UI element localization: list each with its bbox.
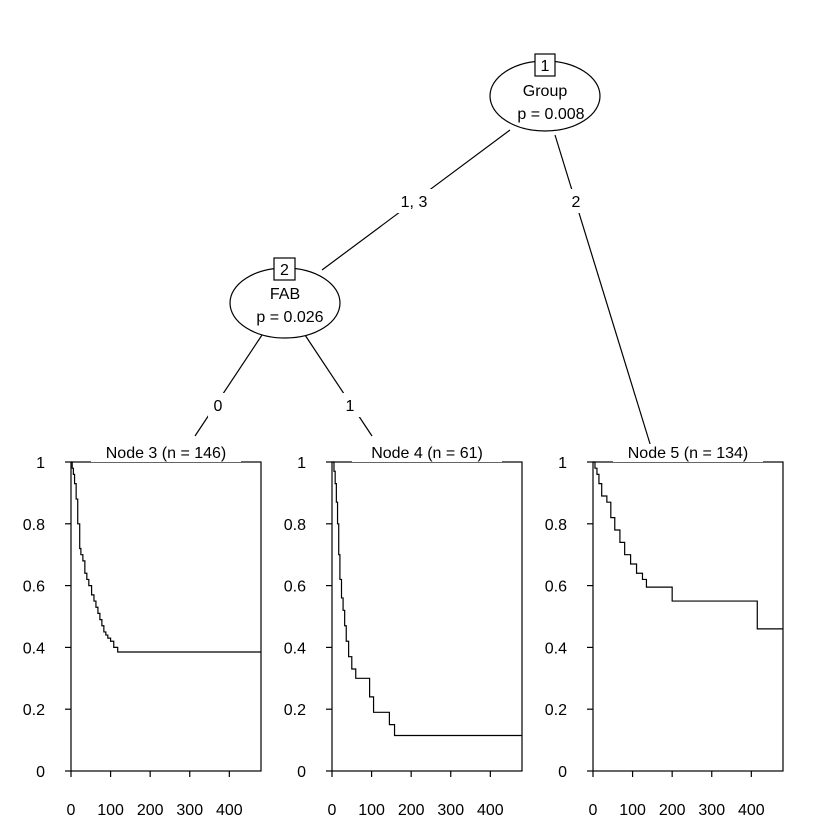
x-tick-label: 300 (176, 802, 203, 819)
x-tick-label: 300 (437, 802, 464, 819)
x-tick-label: 400 (477, 802, 504, 819)
y-tick-label: 1 (297, 455, 306, 472)
y-tick-label: 0.2 (284, 702, 306, 719)
panel-frame (331, 461, 523, 772)
panel-title-bg (91, 444, 241, 462)
panel-frame (592, 461, 784, 772)
y-tick-label: 0.6 (284, 579, 306, 596)
y-tick-label: 0.2 (23, 702, 45, 719)
x-tick-label: 0 (67, 802, 76, 819)
node-variable: Group (523, 83, 568, 100)
y-tick-label: 0.4 (23, 640, 45, 657)
x-tick-label: 0 (589, 802, 598, 819)
node-variable: FAB (270, 286, 300, 303)
node-pvalue: p = 0.008 (517, 106, 584, 123)
y-tick-label: 0.2 (545, 702, 567, 719)
node-pvalue: p = 0.026 (256, 309, 323, 326)
x-tick-label: 100 (97, 802, 124, 819)
y-tick-label: 0.8 (23, 517, 45, 534)
terminal-node-panels: Node 3 (n = 146)00.20.40.60.810 100 200 300… (23, 444, 784, 819)
terminal-node-3: Node 3 (n = 146) 0 0.2 0.4 0.6 0.8 1 0 100 200 300… (23, 444, 262, 819)
x-tick-label: 0 (328, 802, 337, 819)
survival-curve (71, 461, 261, 653)
terminal-node-4: Node 4 (n = 61) 0 0.2 0.4 0.6 0.8 1 0 100 200 300 4… (284, 444, 523, 819)
panel-title: Node 5 (n = 134) (628, 445, 749, 462)
panel-title-bg (613, 444, 763, 462)
x-tick-label: 400 (738, 802, 765, 819)
node-id: 2 (280, 262, 289, 279)
edge-1-5 (554, 134, 656, 461)
y-tick-label: 1 (558, 455, 567, 472)
y-tick-label: 0 (36, 764, 45, 781)
y-tick-label: 0.6 (23, 579, 45, 596)
tree-node-2: 2 FAB p = 0.026 (229, 257, 341, 339)
survival-curve (332, 461, 522, 737)
edge-label-1-5: 2 (572, 194, 581, 211)
panel-title: Node 4 (n = 61) (371, 445, 483, 462)
y-tick-label: 0 (297, 764, 306, 781)
edge-labels: 1, 3 2 0 1 (208, 189, 586, 417)
tree-node-1: 1 Group p = 0.008 (489, 53, 601, 132)
x-tick-label: 400 (216, 802, 243, 819)
y-tick-label: 0.8 (284, 517, 306, 534)
y-tick-label: 0.6 (545, 579, 567, 596)
panel-title: Node 3 (n = 146) (106, 445, 227, 462)
x-tick-label: 100 (358, 802, 385, 819)
edge-label-1-2: 1, 3 (401, 194, 428, 211)
panel-title-bg (352, 444, 502, 462)
terminal-node-5: Node 5 (n = 134) 0 0.2 0.4 0.6 0.8 1 0 100 200 300… (545, 444, 784, 819)
y-tick-label: 0.8 (545, 517, 567, 534)
x-tick-label: 300 (698, 802, 725, 819)
edge-label-2-3: 0 (214, 398, 223, 415)
y-tick-label: 0.4 (545, 640, 567, 657)
edge-2-4 (304, 334, 373, 437)
node-id-box (273, 257, 296, 281)
x-tick-label: 200 (137, 802, 164, 819)
node-id: 1 (541, 58, 550, 75)
y-tick-label: 1 (36, 455, 45, 472)
x-tick-label: 200 (659, 802, 686, 819)
node-id-box (534, 53, 556, 77)
y-tick-label: 0.4 (284, 640, 306, 657)
y-tick-label: 0 (558, 764, 567, 781)
edge-label-2-4: 1 (346, 398, 355, 415)
edge-2-3 (194, 334, 263, 437)
x-tick-label: 100 (619, 802, 646, 819)
survival-curve (593, 461, 783, 630)
x-tick-label: 200 (398, 802, 425, 819)
